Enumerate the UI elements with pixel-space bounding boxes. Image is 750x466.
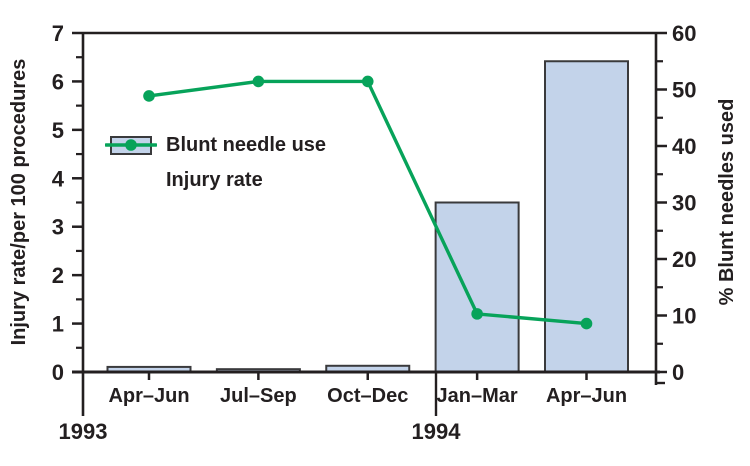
right-axis-title: % Blunt needles used <box>716 98 738 306</box>
left-tick-label: 7 <box>52 21 64 46</box>
bar-3 <box>434 201 520 373</box>
left-tick-label: 3 <box>52 215 64 240</box>
injury-rate-point-2 <box>361 75 374 88</box>
right-tick-label: 60 <box>672 21 696 46</box>
injury-rate-point-0 <box>143 90 155 102</box>
injury-rate-point-1 <box>252 75 265 88</box>
year-label-1993: 1993 <box>58 419 108 444</box>
injury-rate-point-3 <box>471 308 483 320</box>
legend-label-injury-rate: Injury rate <box>166 168 263 191</box>
x-tick-label: Apr–Jun <box>108 385 189 407</box>
legend-label-blunt-needle-use: Blunt needle use <box>166 133 327 156</box>
right-tick-label: 40 <box>672 134 696 159</box>
legend: Blunt needle use Injury rate <box>105 133 326 203</box>
right-tick-label: 30 <box>672 191 696 216</box>
x-tick-label: Oct–Dec <box>327 385 408 407</box>
legend-sample-line <box>105 139 157 192</box>
right-tick-label: 10 <box>672 304 696 329</box>
left-tick-label: 1 <box>52 312 64 337</box>
left-tick-label: 4 <box>52 166 65 191</box>
right-tick-label: 50 <box>672 78 696 103</box>
right-tick-label: 0 <box>672 360 684 385</box>
right-tick-label: 20 <box>672 247 696 272</box>
x-tick-label: Jan–Mar <box>437 385 518 407</box>
left-tick-label: 6 <box>52 69 64 94</box>
injury-rate-point-4 <box>580 317 593 330</box>
legend-item-injury-rate: Injury rate <box>105 139 326 192</box>
x-tick-label: Jul–Sep <box>220 385 297 407</box>
left-axis-title: Injury rate/per 100 procedures <box>8 58 30 346</box>
injury-rate-line-icon <box>105 139 157 151</box>
left-tick-label: 2 <box>52 263 64 288</box>
year-label-1994: 1994 <box>411 419 461 444</box>
left-tick-label: 0 <box>52 360 64 385</box>
x-tick-label: Apr–Jun <box>546 385 627 407</box>
left-tick-label: 5 <box>52 118 64 143</box>
